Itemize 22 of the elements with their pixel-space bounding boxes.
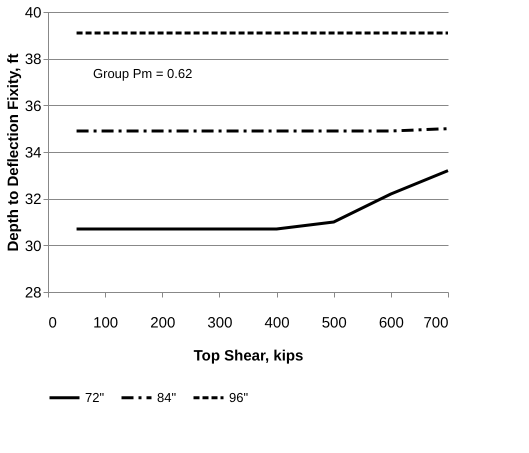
x-tick-label: 600 bbox=[378, 314, 404, 332]
y-tick-label: 34 bbox=[24, 144, 42, 162]
y-tick-label: 38 bbox=[24, 51, 42, 68]
y-axis-title: Depth to Deflection Fixity, ft bbox=[4, 53, 22, 252]
x-tick-label: 200 bbox=[150, 314, 176, 332]
x-axis-title: Top Shear, kips bbox=[194, 348, 304, 364]
annotation: Group Pm = 0.62 bbox=[93, 66, 192, 81]
legend-label: 84" bbox=[157, 390, 176, 405]
x-tick-label: 500 bbox=[322, 314, 347, 332]
y-tick-label: 32 bbox=[24, 191, 42, 208]
x-tick-label: 100 bbox=[93, 314, 118, 332]
line-series bbox=[75, 169, 450, 230]
x-tick-label: 0 bbox=[48, 314, 57, 332]
y-tick-label: 40 bbox=[24, 4, 42, 22]
y-tick-label: 36 bbox=[24, 98, 42, 115]
y-tick-label: 30 bbox=[24, 238, 42, 255]
x-tick-label: 300 bbox=[207, 314, 232, 332]
x-tick-label: 700 bbox=[423, 314, 448, 332]
legend-label: 72" bbox=[85, 390, 104, 405]
y-tick-label: 28 bbox=[24, 284, 42, 302]
legend-label: 96" bbox=[229, 390, 248, 405]
x-tick-label: 400 bbox=[264, 314, 290, 332]
